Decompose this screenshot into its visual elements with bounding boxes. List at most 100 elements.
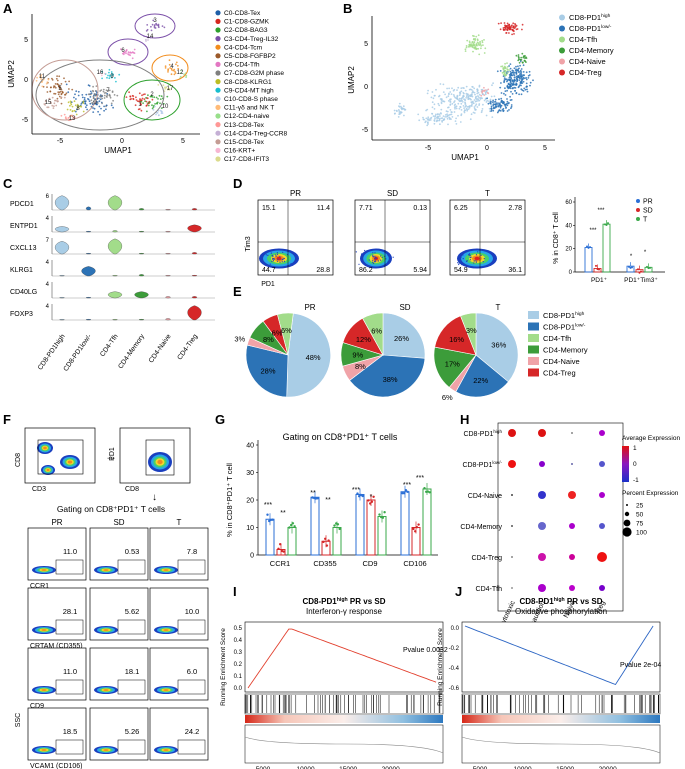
dot	[631, 266, 633, 269]
umap-point	[444, 114, 447, 116]
umap-point	[518, 77, 521, 80]
umap-point	[481, 39, 484, 42]
umap-point	[484, 97, 487, 100]
umap-point	[103, 105, 105, 108]
umap-point	[453, 88, 456, 91]
umap-point	[130, 51, 133, 54]
dot	[586, 245, 588, 248]
umap-point	[514, 87, 517, 89]
umap-point	[498, 98, 500, 101]
flow-dot	[272, 249, 275, 251]
umap-point	[498, 102, 501, 105]
umap-point	[81, 96, 84, 99]
umap-point	[477, 100, 479, 102]
flow-dot	[283, 260, 285, 262]
umap-point	[141, 94, 143, 97]
umap-point	[527, 74, 530, 77]
umap-point	[156, 101, 159, 104]
umap-point	[71, 114, 74, 117]
quadrant-value: 5.94	[413, 267, 427, 274]
pie-label: 6%	[371, 327, 382, 336]
umap-point	[427, 89, 429, 92]
umap-point	[502, 101, 504, 104]
group-label: CD4-Tfh	[99, 333, 120, 358]
pie-slice	[349, 354, 426, 398]
bar	[602, 223, 611, 273]
umap-point	[520, 68, 523, 70]
umap-point	[48, 97, 51, 100]
umap-point	[162, 102, 165, 105]
umap-point	[174, 72, 177, 74]
violin	[59, 319, 65, 321]
umap-point	[444, 93, 446, 96]
group-label: CD4-Naive	[148, 333, 173, 364]
umap-point	[472, 102, 475, 105]
pie-title: SD	[399, 303, 410, 312]
umap-point	[46, 86, 48, 88]
umap-point	[483, 52, 486, 54]
umap-point	[506, 24, 509, 27]
umap-point	[147, 94, 149, 97]
umap-point	[457, 114, 459, 117]
umap-point	[168, 63, 171, 66]
umap-point	[491, 116, 494, 118]
umap-point	[504, 62, 506, 65]
umap-point	[515, 84, 518, 86]
umap-point	[164, 67, 167, 69]
umap-point	[167, 69, 170, 72]
dot	[358, 495, 361, 498]
size-key	[622, 527, 632, 537]
umap-point	[92, 107, 94, 109]
flow-dot	[290, 262, 292, 265]
umap-point	[493, 101, 495, 103]
umap-point	[466, 39, 469, 42]
umap-point	[425, 120, 427, 123]
umap-point	[512, 26, 514, 29]
umap-point	[524, 88, 527, 91]
umap-a-xlabel: UMAP1	[104, 146, 132, 155]
umap-point	[458, 94, 461, 97]
column-label: T	[177, 518, 182, 527]
legend-swatch	[215, 36, 221, 42]
umap-point	[460, 109, 463, 111]
umap-point	[525, 71, 528, 74]
umap-point	[97, 110, 99, 113]
umap-point	[86, 108, 88, 111]
umap-point	[512, 71, 514, 74]
dot	[640, 270, 642, 273]
flow-dot	[459, 254, 461, 256]
umap-point	[108, 89, 111, 92]
ytick: 0.0	[451, 626, 460, 632]
enrichment-curve	[247, 628, 437, 689]
umap-point	[94, 90, 97, 92]
legend-swatch	[528, 311, 539, 319]
umap-point	[69, 102, 72, 104]
umap-point	[166, 95, 169, 98]
umap-point	[39, 75, 41, 77]
umap-point	[425, 117, 428, 120]
umap-point	[114, 77, 116, 79]
legend-label: CD4-Tfh	[569, 35, 597, 44]
umap-point	[477, 91, 480, 94]
umap-point	[503, 71, 506, 74]
umap-point	[504, 26, 507, 29]
significance: ***	[416, 475, 424, 482]
umap-point	[116, 94, 119, 97]
pie-label: 3%	[234, 334, 245, 343]
umap-point	[159, 98, 162, 100]
dot	[646, 265, 648, 268]
xtick: 5000	[473, 766, 488, 769]
umap-point	[142, 102, 145, 104]
legend-label: C4-CD4-Tcm	[224, 44, 263, 51]
dot	[569, 554, 575, 560]
dot	[417, 523, 420, 526]
umap-point	[513, 71, 516, 74]
umap-point	[46, 106, 49, 109]
umap-a-ytick-1: 5	[24, 37, 28, 44]
gate-axis: CD3	[32, 486, 46, 493]
umap-point	[110, 71, 113, 73]
legend-swatch	[215, 147, 221, 153]
umap-point	[449, 109, 452, 111]
legend-swatch	[215, 139, 221, 145]
